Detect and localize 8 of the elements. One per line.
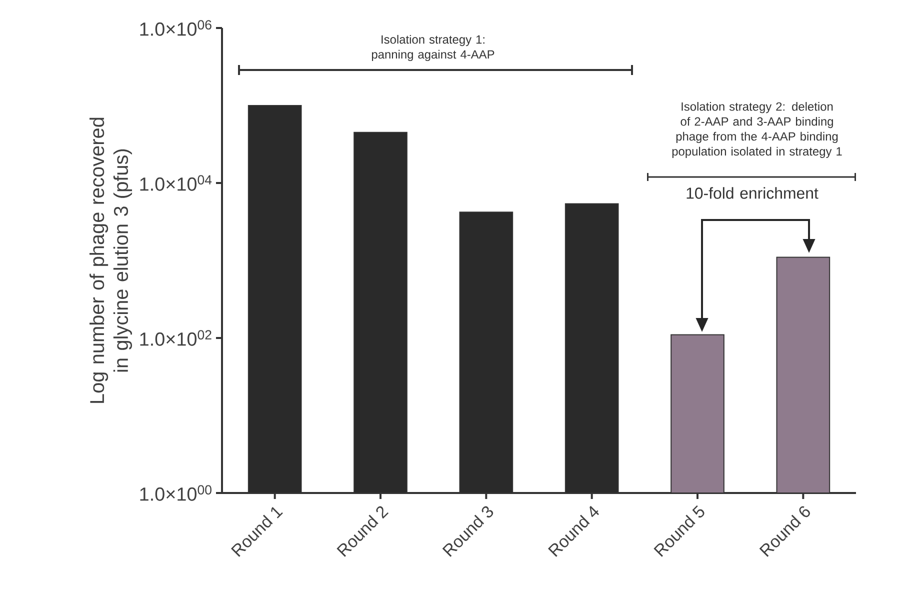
annotation: Isolation strategy 2: deletion of 2-AAP and 3-AAP binding phage from the 4-AAP binding population isolated in strategy 1 xyxy=(672,102,842,158)
y-axis-title: Log number of phage recovered in glycine elution 3 (pfus) xyxy=(90,118,132,403)
y-tick-label: 1.0×10$^{02}$ xyxy=(140,330,212,346)
y-tick-label: 1.0×10$^{00}$ xyxy=(140,485,212,501)
y-tick-label: 1.0×10$^{04}$ xyxy=(140,175,212,191)
annotation: Isolation strategy 1: panning against 4-AAP xyxy=(372,34,494,62)
annotation: 10-fold enrichment xyxy=(686,187,818,199)
y-tick-label: 1.0×10$^{06}$ xyxy=(140,20,212,36)
